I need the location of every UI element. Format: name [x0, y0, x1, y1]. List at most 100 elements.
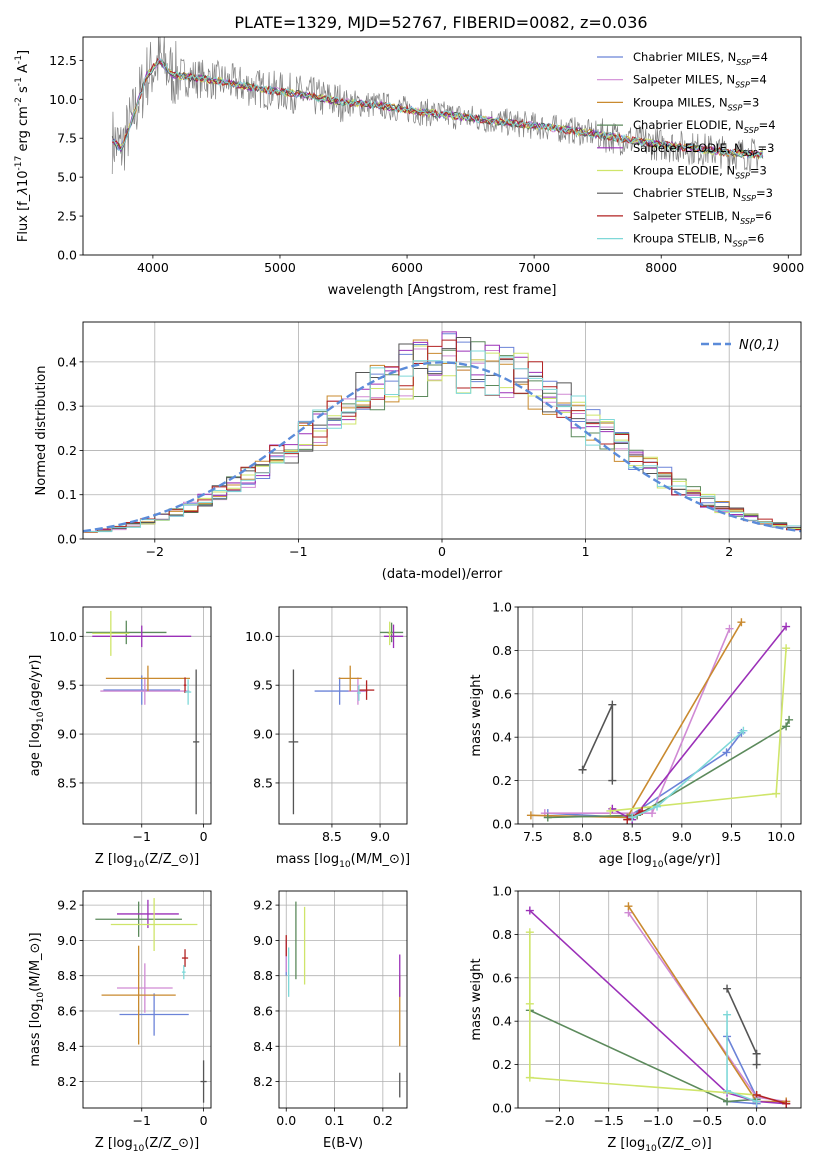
x-tick-label: 2	[725, 544, 733, 559]
y-tick-label: 5.0	[57, 170, 77, 185]
x-axis-label: Z [log10​(Z/Z_⊙)]	[607, 1136, 711, 1154]
y-tick-label: 8.5	[57, 775, 77, 790]
x-tick-label: 0.0	[747, 1113, 767, 1128]
weight-series-line	[631, 730, 744, 819]
y-tick-label: 1.0	[492, 884, 512, 899]
legend-label: Kroupa STELIB, NSSP​=6	[633, 232, 764, 249]
weight-series-line	[547, 719, 790, 819]
x-tick-label: 9000	[772, 260, 804, 275]
legend-label: Kroupa ELODIE, NSSP​=3	[633, 164, 767, 181]
x-axis-label: Z [log10​(Z/Z_⊙)]	[95, 852, 199, 870]
axes-frame	[82, 36, 802, 256]
x-tick-label: 10.0	[767, 829, 795, 844]
weight-point-marker	[653, 802, 662, 811]
weight-series-line	[726, 988, 758, 1065]
weight-point-marker	[782, 722, 791, 731]
x-tick-label: 9.0	[370, 829, 390, 844]
y-tick-label: 0.4	[57, 354, 77, 369]
y-axis-label: mass weight	[469, 674, 484, 756]
panel-age-vs-Z: −1 0 8.5 9.0 9.5 10.0 Z [log10​(Z/Z_⊙)] age [lo…	[28, 606, 212, 870]
legend-label: Salpeter STELIB, NSSP​=6	[633, 209, 772, 226]
weight-point-marker	[752, 1097, 761, 1106]
age-vs-mass-plot-area	[279, 607, 407, 824]
x-tick-label: 7.5	[523, 829, 543, 844]
y-tick-label: 0.6	[492, 686, 512, 701]
normal-reference-curve	[83, 361, 801, 533]
weight-point-marker	[752, 1060, 761, 1069]
y-tick-label: 9.0	[57, 933, 77, 948]
axes-frame	[278, 890, 408, 1109]
x-tick-label: 0.1	[325, 1113, 345, 1128]
y-tick-label: 0.0	[492, 817, 512, 832]
x-axis-label: (data-model)/error	[382, 567, 503, 582]
y-tick-label: 8.2	[253, 1074, 273, 1089]
weight-point-marker	[723, 1010, 732, 1019]
y-tick-label: 9.0	[253, 933, 273, 948]
plots-layer: 4000 5000 6000 7000 8000 90000.02.55.07.510.0…	[14, 36, 804, 1154]
x-tick-label: 6000	[391, 260, 423, 275]
x-tick-label: −1	[133, 1113, 151, 1128]
legend-label: Chabrier ELODIE, NSSP​=4	[633, 118, 776, 135]
y-tick-label: 9.2	[253, 898, 273, 913]
y-axis-label: Flux [f_λ10-17​ erg cm-2​ s-1​ A-1​]	[14, 50, 31, 242]
y-tick-label: 9.0	[253, 727, 273, 742]
y-tick-label: 0.4	[492, 730, 512, 745]
legend-label: Chabrier MILES, NSSP​=4	[633, 50, 768, 67]
weight-point-marker	[525, 928, 534, 937]
axes-frame	[82, 321, 802, 540]
y-tick-label: 9.0	[57, 727, 77, 742]
y-axis-label: mass weight	[469, 958, 484, 1040]
y-tick-label: 8.5	[253, 775, 273, 790]
y-tick-label: 8.4	[253, 1039, 273, 1054]
weight-point-marker	[723, 984, 732, 993]
weight-series-line	[529, 909, 787, 1105]
y-axis-label: age [log10​(age/yr)]	[28, 655, 46, 777]
x-tick-label: 0	[200, 1113, 208, 1128]
x-tick-label: 1	[582, 544, 590, 559]
x-tick-label: −1.0	[643, 1113, 673, 1128]
weight-point-marker	[782, 1099, 791, 1108]
x-tick-label: 0.0	[276, 1113, 296, 1128]
axes-frame	[82, 606, 212, 825]
y-tick-label: 10.0	[49, 92, 77, 107]
weight-series-line	[529, 932, 757, 1096]
y-tick-label: 0.4	[492, 1014, 512, 1029]
weight-series-line	[547, 732, 743, 819]
y-tick-label: 0.2	[492, 773, 512, 788]
weight-point-marker	[782, 644, 791, 653]
weight-point-marker	[606, 806, 615, 815]
y-tick-label: 0.2	[492, 1057, 512, 1072]
y-tick-label: 8.2	[57, 1074, 77, 1089]
legend-label: N(0,1)	[739, 338, 780, 353]
model-spectrum-line	[112, 58, 764, 159]
y-tick-label: 0.2	[57, 443, 77, 458]
y-tick-label: 0.3	[57, 399, 77, 414]
axes-frame	[517, 606, 802, 825]
y-tick-label: 0.8	[492, 927, 512, 942]
age-vs-Z-plot-area	[83, 607, 211, 824]
x-tick-label: −2	[146, 544, 164, 559]
x-tick-label: 5000	[264, 260, 296, 275]
y-tick-label: 0.0	[492, 1101, 512, 1116]
y-tick-label: 8.4	[57, 1039, 77, 1054]
x-tick-label: −1.5	[594, 1113, 624, 1128]
weight-point-marker	[608, 700, 617, 709]
x-axis-label: age [log10​(age/yr)]	[599, 852, 721, 870]
x-tick-label: −0.5	[692, 1113, 722, 1128]
weight-point-marker	[648, 809, 657, 818]
x-tick-label: 8.5	[322, 829, 342, 844]
y-tick-label: 9.2	[57, 898, 77, 913]
weight-series-line	[530, 621, 743, 819]
weight-point-marker	[785, 715, 794, 724]
y-axis-label: Normed distribution	[34, 366, 49, 496]
weight-point-marker	[624, 902, 633, 911]
weight-series-line	[581, 704, 614, 781]
x-tick-label: −1	[289, 544, 307, 559]
y-tick-label: 10.0	[245, 629, 273, 644]
axes-frame	[517, 890, 802, 1109]
residuals-plot-area	[83, 322, 801, 539]
weight-point-marker	[526, 811, 535, 820]
weight-point-marker	[628, 813, 637, 822]
y-tick-label: 0.6	[492, 970, 512, 985]
x-tick-label: 0	[200, 829, 208, 844]
